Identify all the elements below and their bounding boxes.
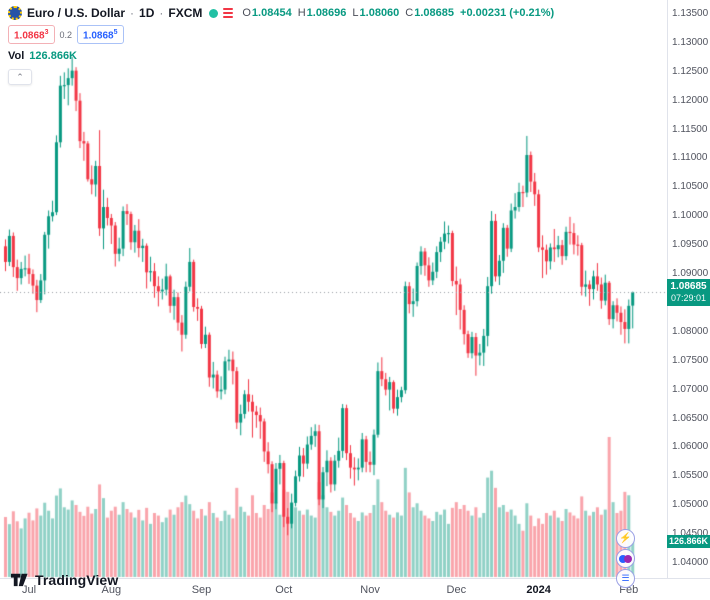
price-axis-label: 1.04000 [672, 557, 709, 568]
price-axis-label: 1.13000 [672, 36, 709, 48]
volume-badge: 126.866K [667, 534, 710, 548]
price-axis-label: 1.10500 [672, 181, 709, 193]
bar-countdown: 07:29:01 [670, 293, 707, 304]
close-value: 1.08685 [414, 7, 455, 19]
tradingview-logo-text: TradingView [35, 571, 119, 588]
legend-main-row: Euro / U.S. Dollar · 1D · FXCM O1.08454 … [8, 6, 554, 20]
data-source-icon[interactable] [223, 8, 234, 18]
price-axis-label: 1.10000 [672, 210, 709, 222]
high-label: H [297, 7, 306, 19]
price-axis-label: 1.12500 [672, 65, 709, 77]
high-value: 1.08696 [306, 7, 347, 19]
legend-separator: · [130, 6, 135, 20]
volume-indicator-value: 126.866K [29, 50, 78, 63]
price-axis-label: 1.05500 [672, 470, 709, 482]
trade-panel: 1.08683 0.2 1.08685 [8, 25, 554, 45]
spread-value: 0.2 [59, 29, 73, 40]
last-price-value: 1.08685 [670, 281, 707, 293]
price-axis-label: 1.11500 [672, 123, 708, 135]
price-axis-label: 1.11000 [672, 152, 708, 164]
time-axis-label: Dec [446, 584, 467, 596]
price-axis-label: 1.09000 [672, 268, 709, 280]
legend-separator: · [159, 6, 164, 20]
legend-collapse-button[interactable]: ⌃ [8, 69, 32, 86]
price-axis-label: 1.13500 [672, 8, 709, 19]
time-axis-label: Aug [101, 584, 122, 596]
tradingview-logo-mark [10, 573, 28, 587]
ohlc-readout: O1.08454 H1.08696 L1.08060 C1.08685 +0.0… [242, 7, 554, 19]
sell-button[interactable]: 1.08683 [8, 25, 55, 45]
price-axis-label: 1.07000 [672, 383, 709, 395]
time-axis-label: 2024 [526, 584, 551, 596]
price-axis-label: 1.08000 [672, 325, 709, 337]
volume-indicator-label[interactable]: Vol [8, 50, 25, 63]
timeframe-label[interactable]: 1D [139, 6, 155, 20]
buy-button[interactable]: 1.08685 [77, 25, 124, 45]
low-value: 1.08060 [359, 7, 400, 19]
change-value: +0.00231 (+0.21%) [460, 7, 555, 19]
volume-legend-row: Vol 126.866K [8, 50, 554, 62]
open-value: 1.08454 [251, 7, 292, 19]
price-axis-label: 1.06500 [672, 412, 709, 424]
price-axis-label: 1.06000 [672, 441, 709, 453]
market-status-icon[interactable] [209, 8, 219, 18]
time-axis-label: Nov [360, 584, 380, 596]
price-axis-label: 1.07500 [672, 354, 709, 366]
time-axis-label: Sep [191, 584, 212, 596]
dual-circles-icon[interactable] [616, 549, 635, 568]
symbol-legend: Euro / U.S. Dollar · 1D · FXCM O1.08454 … [8, 6, 554, 86]
exchange-label[interactable]: FXCM [168, 6, 203, 20]
time-axis[interactable]: Jul Aug Sep Oct Nov Dec 2024 Feb [0, 578, 710, 600]
low-label: L [352, 7, 359, 19]
open-label: O [242, 7, 251, 19]
price-axis-label: 1.09500 [672, 239, 709, 251]
price-axis-label: 1.04500 [672, 528, 709, 540]
stacked-coins-icon[interactable]: ☰ [616, 569, 635, 588]
symbol-title[interactable]: Euro / U.S. Dollar [27, 6, 126, 20]
tradingview-logo[interactable]: TradingView [10, 570, 118, 589]
time-axis-label: Jul [21, 584, 37, 596]
close-label: C [405, 7, 414, 19]
time-axis-label: Oct [275, 584, 293, 596]
lightning-icon[interactable]: ⚡ [616, 529, 635, 548]
price-axis-label: 1.05000 [672, 499, 709, 511]
last-price-badge: 1.08685 07:29:01 [667, 279, 710, 307]
price-axis-label: 1.12000 [672, 94, 709, 106]
eur-flag-icon [8, 6, 22, 20]
